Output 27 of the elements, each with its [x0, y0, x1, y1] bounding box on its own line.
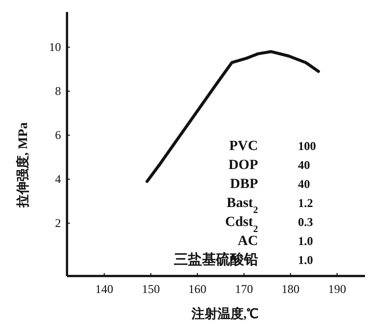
- x-tick-label: 180: [282, 282, 300, 296]
- annotation: DOP: [228, 158, 258, 173]
- y-tick-label: 4: [55, 172, 61, 186]
- x-tick-label: 140: [95, 282, 114, 296]
- y-tick-label: 8: [55, 84, 61, 98]
- y-tick-label: 2: [55, 216, 61, 230]
- annotation: 1.2: [298, 196, 313, 210]
- annotation: 0.3: [298, 215, 313, 229]
- x-tick-label: 190: [328, 282, 346, 296]
- annotation: 40: [298, 177, 310, 191]
- annotation: 1.0: [298, 253, 313, 267]
- x-axis-title: 注射温度,℃: [190, 306, 259, 321]
- annotation: DBP: [230, 177, 258, 192]
- annotation: Cdst$_{2}$: [225, 215, 258, 234]
- y-axis-title: 拉伸强度, MPa: [15, 122, 30, 209]
- annotation: 40: [298, 158, 310, 172]
- annotation: Bast$_{2}$: [226, 196, 258, 216]
- x-tick-label: 170: [234, 282, 253, 296]
- y-tick-label: 6: [55, 128, 61, 142]
- annotation: 1.0: [298, 234, 313, 248]
- x-tick-label: 150: [142, 282, 160, 296]
- annotation: PVC: [229, 139, 258, 154]
- y-tick-label: 10: [49, 40, 61, 54]
- x-tick-label: 160: [188, 282, 206, 296]
- annotation: 三盐基硫酸铅: [174, 251, 258, 268]
- annotation: 100: [298, 139, 316, 153]
- annotation: AC: [238, 234, 258, 249]
